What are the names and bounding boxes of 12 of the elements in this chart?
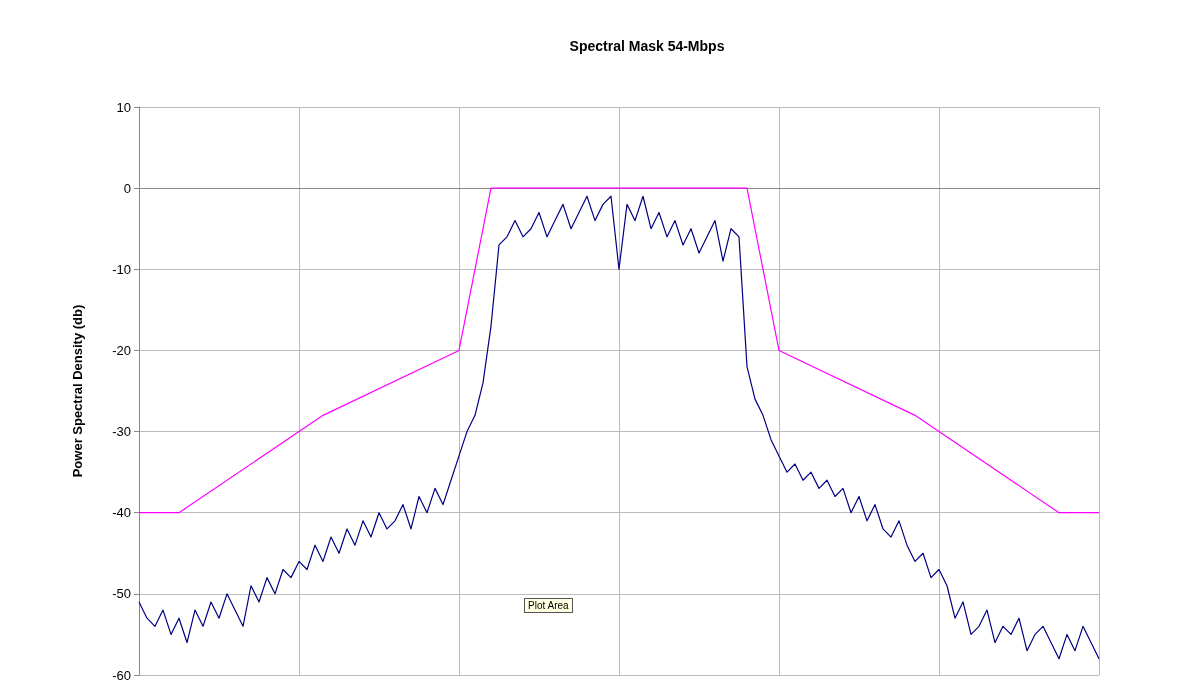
chart-title: Spectral Mask 54-Mbps: [569, 38, 725, 54]
y-axis-title: Power Spectral Density (db): [70, 304, 85, 478]
y-tick-label: 0: [123, 180, 131, 196]
line-series: [138, 195, 1100, 660]
y-tick-label: -10: [112, 261, 131, 277]
y-tick-label: -40: [112, 505, 131, 521]
y-tick-label: 10: [116, 99, 131, 115]
y-tick-label: -50: [112, 586, 131, 602]
annotation: Plot Area: [524, 598, 573, 613]
y-tick-label: -60: [112, 667, 131, 683]
y-tick-label: -30: [112, 424, 131, 440]
y-tick-label: -20: [112, 342, 131, 358]
